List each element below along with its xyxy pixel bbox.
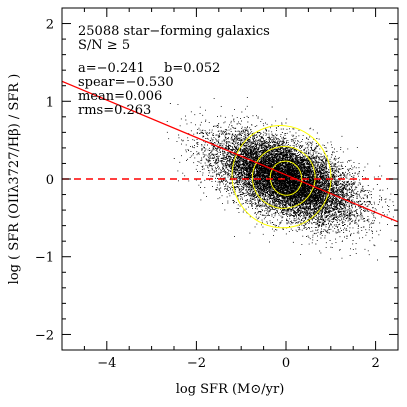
- contour-level-1: [269, 160, 303, 196]
- x-axis-label: log SFR (M⊙/yr): [176, 382, 285, 397]
- y-axis-label: log ( SFR (OIIλ3727/Hβ) / SFR ): [7, 74, 22, 285]
- annotation-intercept: b=0.052: [164, 61, 220, 76]
- contour-level-3: [231, 125, 332, 229]
- density-contours: [231, 125, 332, 229]
- x-tick-label: −4: [97, 356, 116, 371]
- reference-lines: [62, 80, 398, 223]
- y-tick-label: 0: [46, 173, 54, 188]
- x-tick-label: 2: [371, 356, 379, 371]
- annotation-count: 25088 star−forming galaxics: [78, 24, 270, 39]
- annotation-spearman: spear=−0.530: [78, 75, 174, 90]
- fit-line: [62, 80, 398, 223]
- x-tick-label: 0: [282, 356, 290, 371]
- axis-ticks: −4 −2 0 2 −2 −1 0 1 2: [35, 7, 399, 371]
- annotation-sn: S/N ≥ 5: [78, 38, 130, 53]
- contour-level-2: [251, 146, 316, 209]
- annotation-rms: rms=0.263: [78, 103, 151, 118]
- y-tick-label: 2: [46, 18, 54, 33]
- x-tick-label: −2: [187, 356, 206, 371]
- annotation-slope: a=−0.241: [78, 61, 145, 76]
- y-tick-label: 1: [46, 95, 54, 110]
- y-tick-label: −1: [35, 251, 54, 266]
- annotation-mean: mean=0.006: [78, 89, 162, 104]
- y-tick-label: −2: [35, 328, 54, 343]
